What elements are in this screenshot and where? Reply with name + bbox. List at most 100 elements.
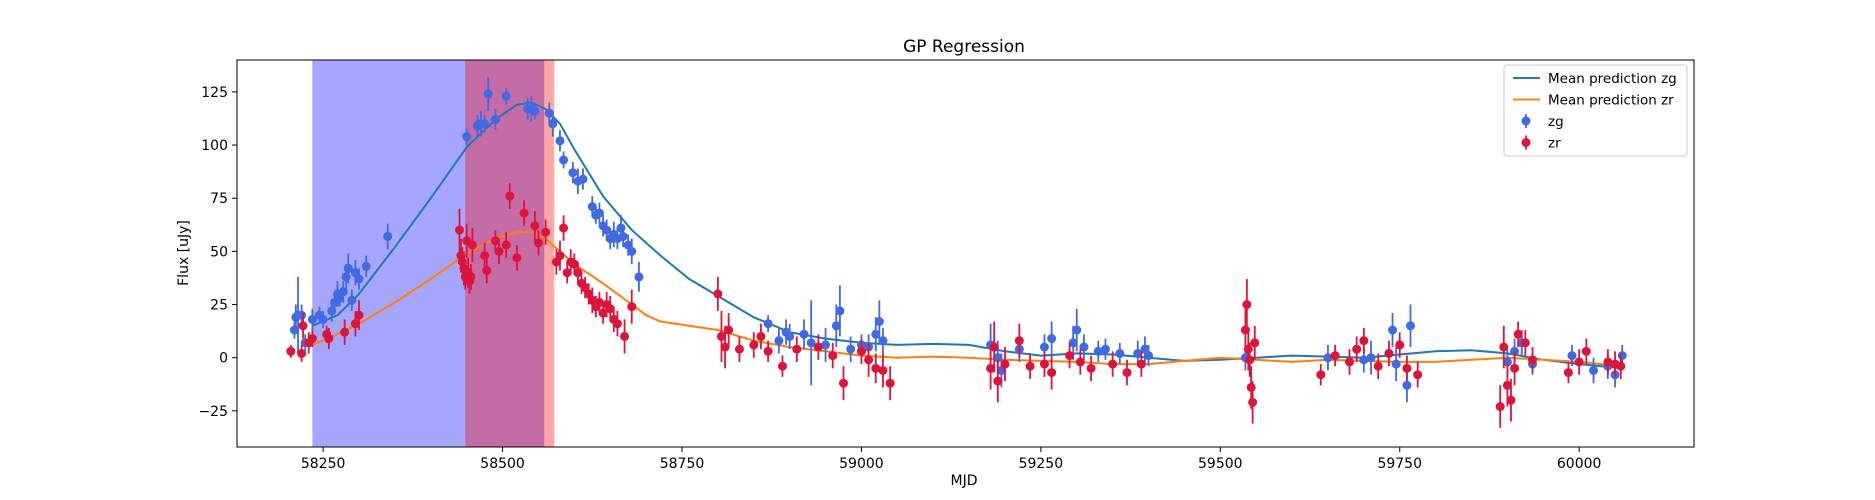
marker-zr <box>555 251 565 261</box>
y-tick-label: 25 <box>210 298 228 314</box>
marker-zg <box>774 336 784 346</box>
marker-zr <box>354 310 364 320</box>
marker-zr <box>1108 359 1118 369</box>
data-point-zg <box>1567 344 1577 367</box>
marker-zr <box>620 331 630 341</box>
marker-zr <box>1359 336 1369 346</box>
data-point-zg <box>307 308 317 331</box>
x-tick-label: 60000 <box>1557 456 1602 472</box>
marker-zr <box>1122 368 1132 378</box>
marker-zr <box>505 191 515 201</box>
marker-zr <box>466 272 476 282</box>
data-point-zg <box>1388 313 1398 348</box>
marker-zr <box>512 253 522 263</box>
legend-label: zr <box>1548 136 1561 152</box>
data-point-zr <box>454 208 464 252</box>
legend: Mean prediction zg Mean prediction zr zg zr <box>1503 64 1688 157</box>
data-point-zr <box>1086 355 1096 382</box>
data-point-zg <box>383 223 393 250</box>
data-point-zr <box>612 310 622 337</box>
data-point-zr <box>494 238 504 265</box>
data-point-zg <box>568 162 578 184</box>
marker-zg <box>1567 351 1577 361</box>
marker-zr <box>562 268 572 278</box>
marker-zr <box>885 378 895 388</box>
data-point-zr <box>1245 342 1255 377</box>
data-point-zg <box>627 238 637 265</box>
data-point-zr <box>1499 325 1509 369</box>
data-point-zr <box>1413 361 1423 388</box>
marker-zr <box>1402 363 1412 373</box>
marker-zg <box>568 168 578 178</box>
marker-zg <box>490 115 500 125</box>
data-point-zg <box>594 202 604 224</box>
marker-zr <box>1248 397 1258 407</box>
data-point-zr <box>559 215 569 241</box>
marker-zg <box>501 91 511 101</box>
data-point-zr <box>1025 353 1035 379</box>
marker-zg <box>297 310 307 320</box>
data-point-zr <box>1373 353 1383 379</box>
data-point-zg <box>480 115 490 133</box>
marker-zg <box>1359 355 1369 365</box>
data-point-zr <box>467 227 477 263</box>
marker-zg <box>806 338 816 348</box>
marker-zg <box>1079 342 1089 352</box>
marker-zg <box>1039 342 1049 352</box>
data-point-zr <box>1513 321 1523 348</box>
marker-zr <box>734 344 744 354</box>
y-tick-label: 50 <box>210 244 228 260</box>
marker-zg <box>555 136 565 146</box>
data-point-zg <box>530 102 540 120</box>
data-point-zr <box>878 353 888 388</box>
y-tick-label: 0 <box>219 351 228 367</box>
marker-zr <box>1316 370 1326 380</box>
marker-zg <box>347 295 357 305</box>
data-point-zr <box>1344 349 1354 375</box>
marker-zr <box>1373 361 1383 371</box>
data-point-zr <box>1316 364 1326 386</box>
marker-zg <box>587 202 597 212</box>
marker-zg <box>831 321 841 331</box>
marker-zr <box>1014 336 1024 346</box>
data-point-zr <box>1520 330 1530 356</box>
marker-zr <box>864 355 874 365</box>
marker-zr <box>856 346 866 356</box>
marker-zr <box>1506 395 1516 405</box>
data-point-zg <box>578 168 588 190</box>
data-point-zr <box>777 355 787 377</box>
data-point-zr <box>573 262 583 284</box>
data-point-zr <box>620 319 630 354</box>
marker-zr <box>871 363 881 373</box>
marker-zg <box>1100 344 1110 354</box>
data-point-zg <box>1072 308 1082 352</box>
data-point-zr <box>838 366 848 401</box>
marker-zr <box>1039 359 1049 369</box>
marker-zr <box>467 240 477 250</box>
data-point-zr <box>792 336 802 362</box>
data-point-zr <box>297 344 307 362</box>
data-point-zg <box>774 327 784 354</box>
marker-zg <box>618 231 628 241</box>
marker-zg <box>544 108 554 118</box>
data-point-zr <box>986 347 996 390</box>
data-point-zg <box>1391 347 1401 382</box>
marker-zg <box>602 225 612 235</box>
y-axis-label: Flux [uJy] <box>176 220 192 286</box>
data-point-zr <box>828 342 838 369</box>
data-point-zr <box>1248 381 1258 424</box>
marker-zr <box>594 297 604 307</box>
data-point-zr <box>813 334 823 360</box>
data-point-zr <box>1616 353 1626 379</box>
data-point-zg <box>1079 334 1089 360</box>
legend-entry: zg <box>1521 114 1564 130</box>
y-tick-label: 100 <box>201 138 228 154</box>
data-point-zr <box>354 300 364 331</box>
legend-label: Mean prediction zg <box>1548 71 1677 87</box>
marker-zg <box>1402 380 1412 390</box>
marker-zg <box>1144 351 1154 361</box>
marker-zg <box>462 132 472 142</box>
marker-zr <box>1246 382 1256 392</box>
data-point-zg <box>1047 321 1057 356</box>
data-point-zr <box>1014 323 1024 358</box>
